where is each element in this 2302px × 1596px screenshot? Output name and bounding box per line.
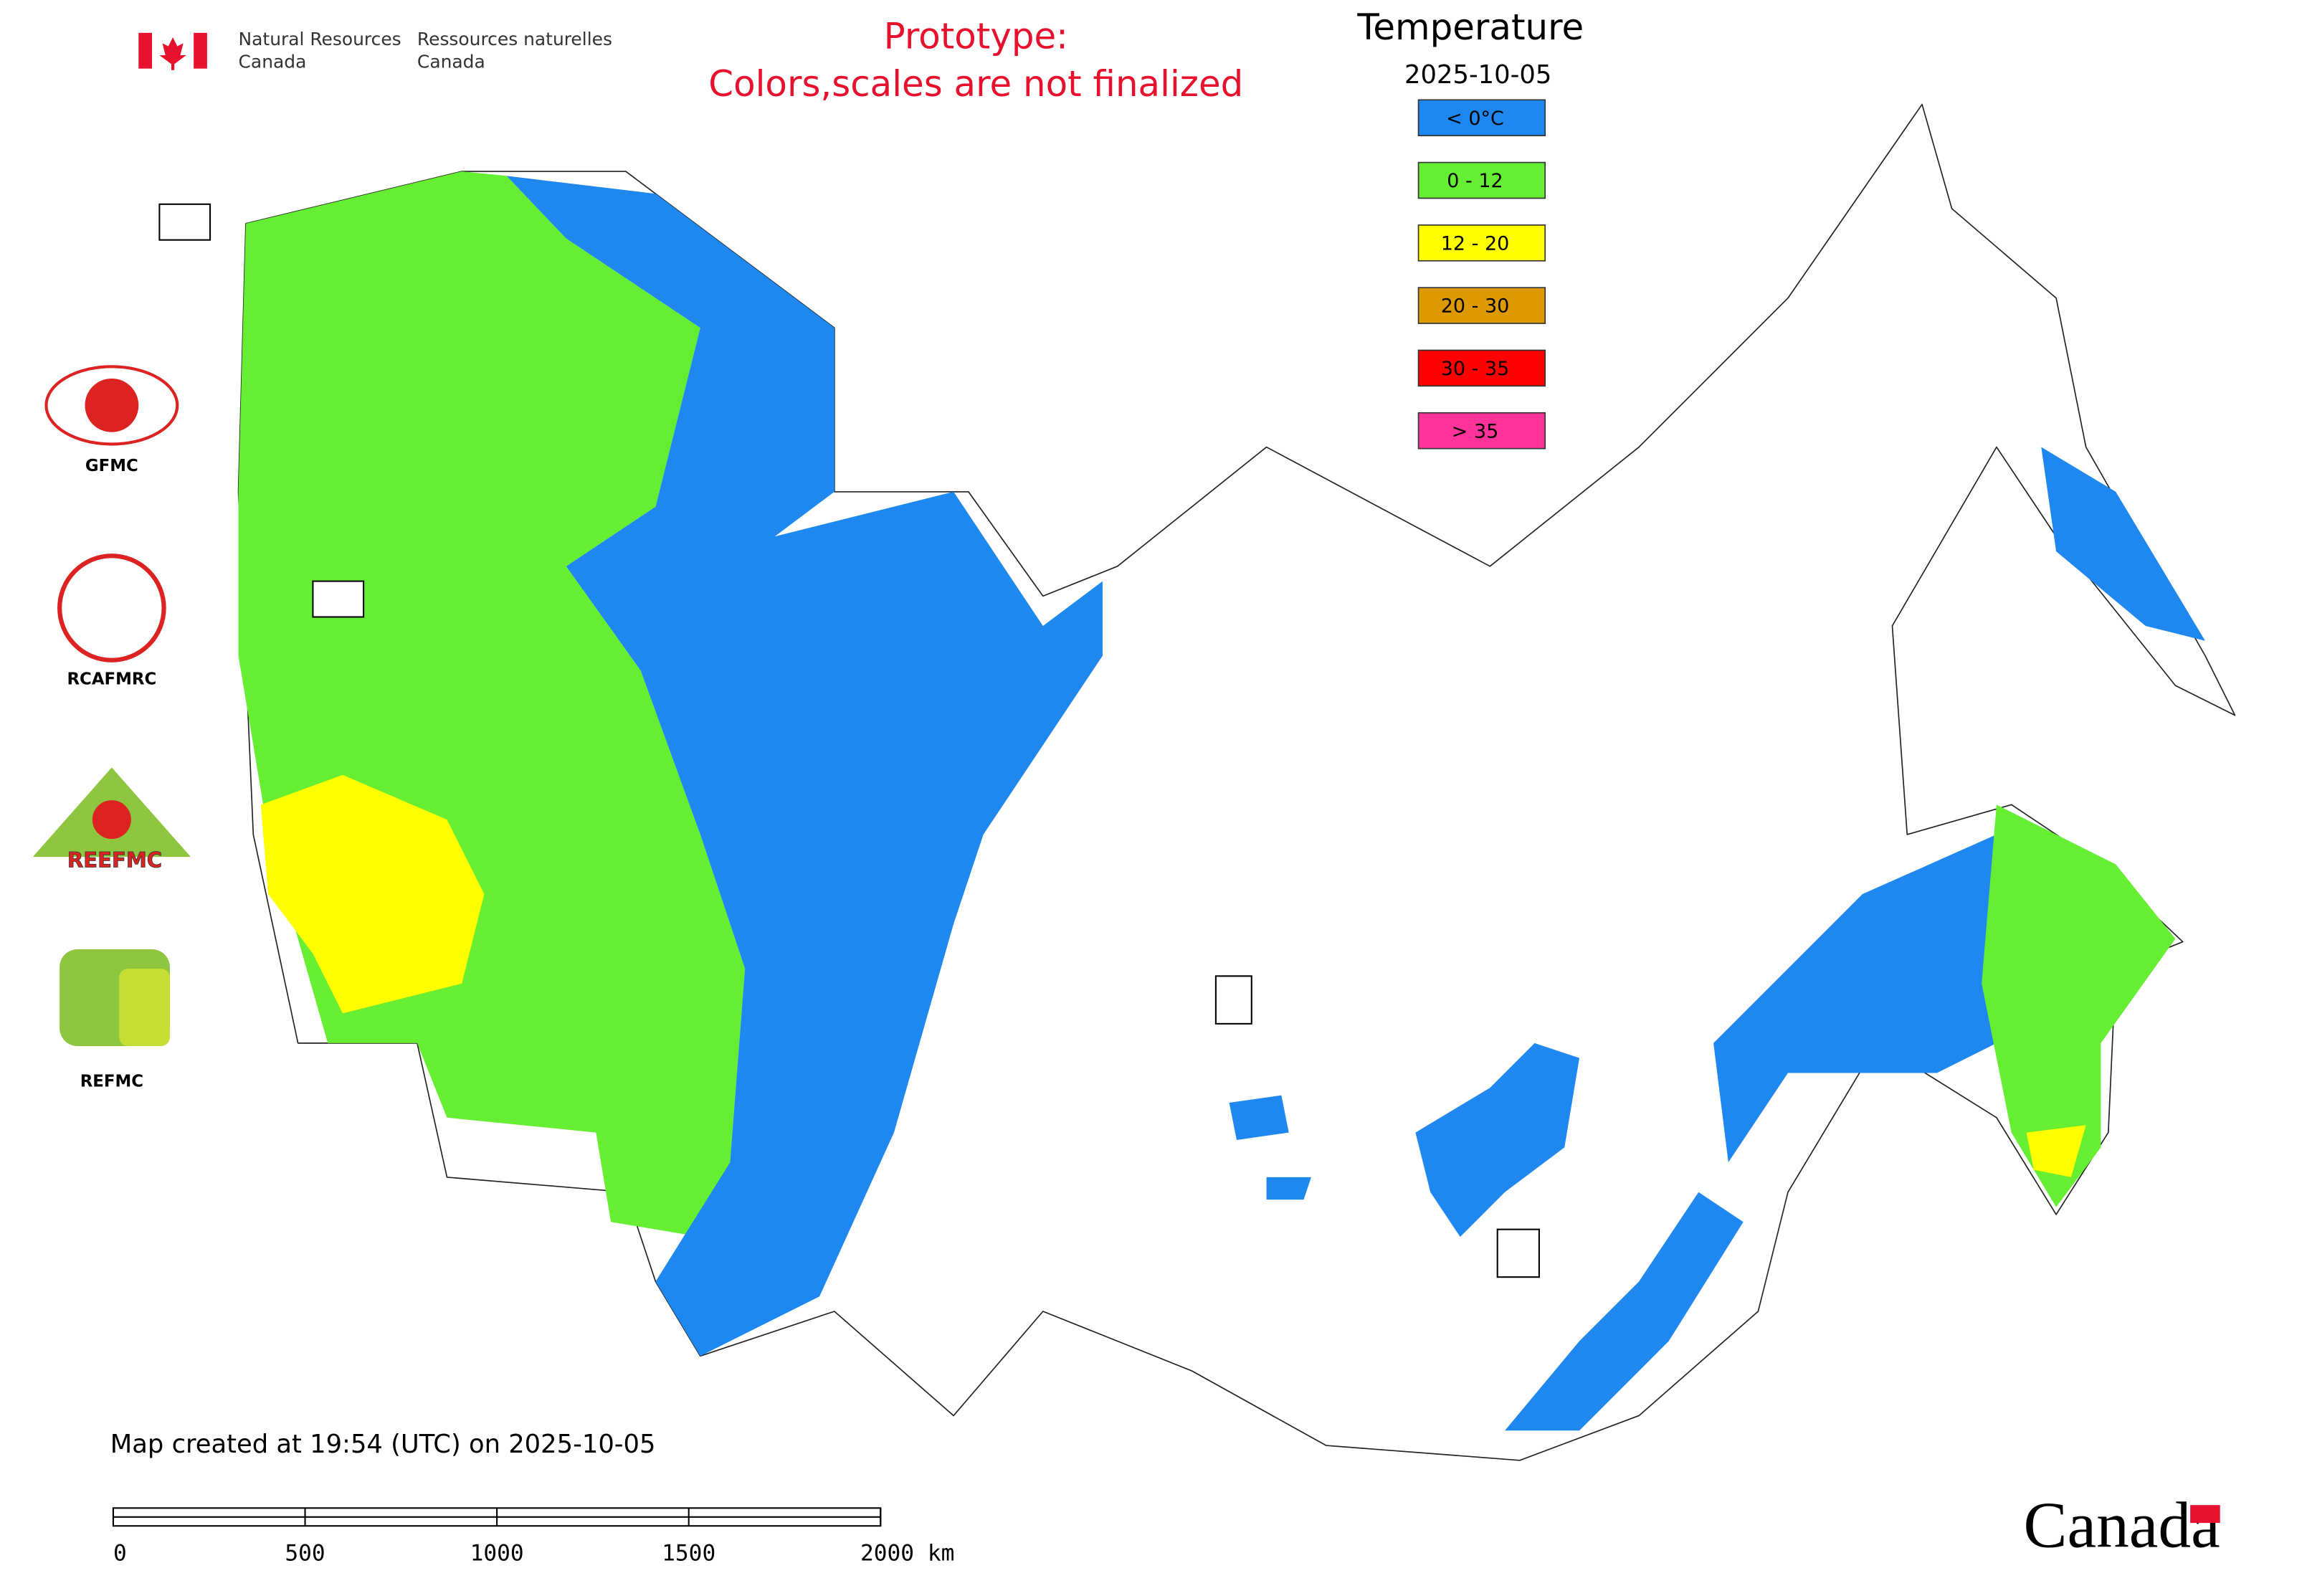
logo-label: REEFMC (67, 847, 162, 872)
legend-label: 12 - 20 (1441, 232, 1510, 255)
legend-swatch (1417, 99, 1546, 137)
zone-below-0 (506, 176, 1103, 1357)
nrcan-signature: Natural Resources Canada Ressources natu… (138, 29, 612, 72)
legend-swatch (1417, 224, 1546, 262)
legend-date: 2025-10-05 (1404, 60, 1551, 90)
legend-swatch (1417, 287, 1546, 324)
wordmark-flag (2190, 1505, 2220, 1524)
legend-label: < 0°C (1446, 108, 1504, 130)
legend-swatch (1417, 412, 1546, 450)
scale-label: 0 (113, 1541, 127, 1567)
canada-wordmark: Canada (2024, 1489, 2220, 1562)
small-below-0 (1229, 1095, 1311, 1200)
legend-label: 20 - 30 (1441, 295, 1510, 318)
far-east-12-20 (2026, 1125, 2086, 1177)
central-below-0 (1415, 1042, 1580, 1238)
baikal-below-0 (1505, 1192, 1744, 1431)
scale-label: 1500 (662, 1541, 715, 1567)
notice-line-1: Prototype: (884, 16, 1068, 57)
far-east-0-12 (1982, 804, 2176, 1207)
scale-label: 1000 (470, 1541, 524, 1567)
notice-line-2: Colors,scales are not finalized (708, 63, 1243, 105)
legend-swatch (1417, 349, 1546, 387)
header-fr-1: Ressources naturelles (417, 29, 612, 49)
logo-label: GFMC (85, 457, 138, 475)
header-fr-2: Canada (417, 51, 485, 72)
legend-title: Temperature (1356, 6, 1584, 48)
legend-label: > 35 (1452, 420, 1499, 442)
side-logos: GFMC RCAFMRC REEFMC REFMC (32, 365, 191, 1091)
map-note: Map created at 19:54 (UTC) on 2025-10-05 (110, 1430, 656, 1459)
kamchatka-below-0 (2041, 447, 2205, 641)
far-east-below-0 (1713, 834, 2057, 1163)
centre-markers (158, 203, 1540, 1278)
logo-label: RCAFMRC (67, 670, 156, 688)
scale-label: 2000 km (860, 1541, 954, 1567)
scale-bar: 0 500 1000 1500 2000 km (112, 1507, 954, 1567)
header-en-2: Canada (239, 51, 307, 72)
zone-12-20 (260, 774, 485, 1014)
scale-label: 500 (285, 1541, 325, 1567)
legend-swatch (1417, 161, 1546, 199)
legend: < 0°C 0 - 12 12 - 20 20 - 30 30 - 35 > 35 (1417, 99, 1546, 450)
map (237, 103, 2236, 1461)
header-en-1: Natural Resources (239, 29, 401, 49)
logo-label: REFMC (80, 1072, 143, 1091)
legend-label: 0 - 12 (1447, 170, 1503, 192)
legend-label: 30 - 35 (1441, 358, 1510, 380)
